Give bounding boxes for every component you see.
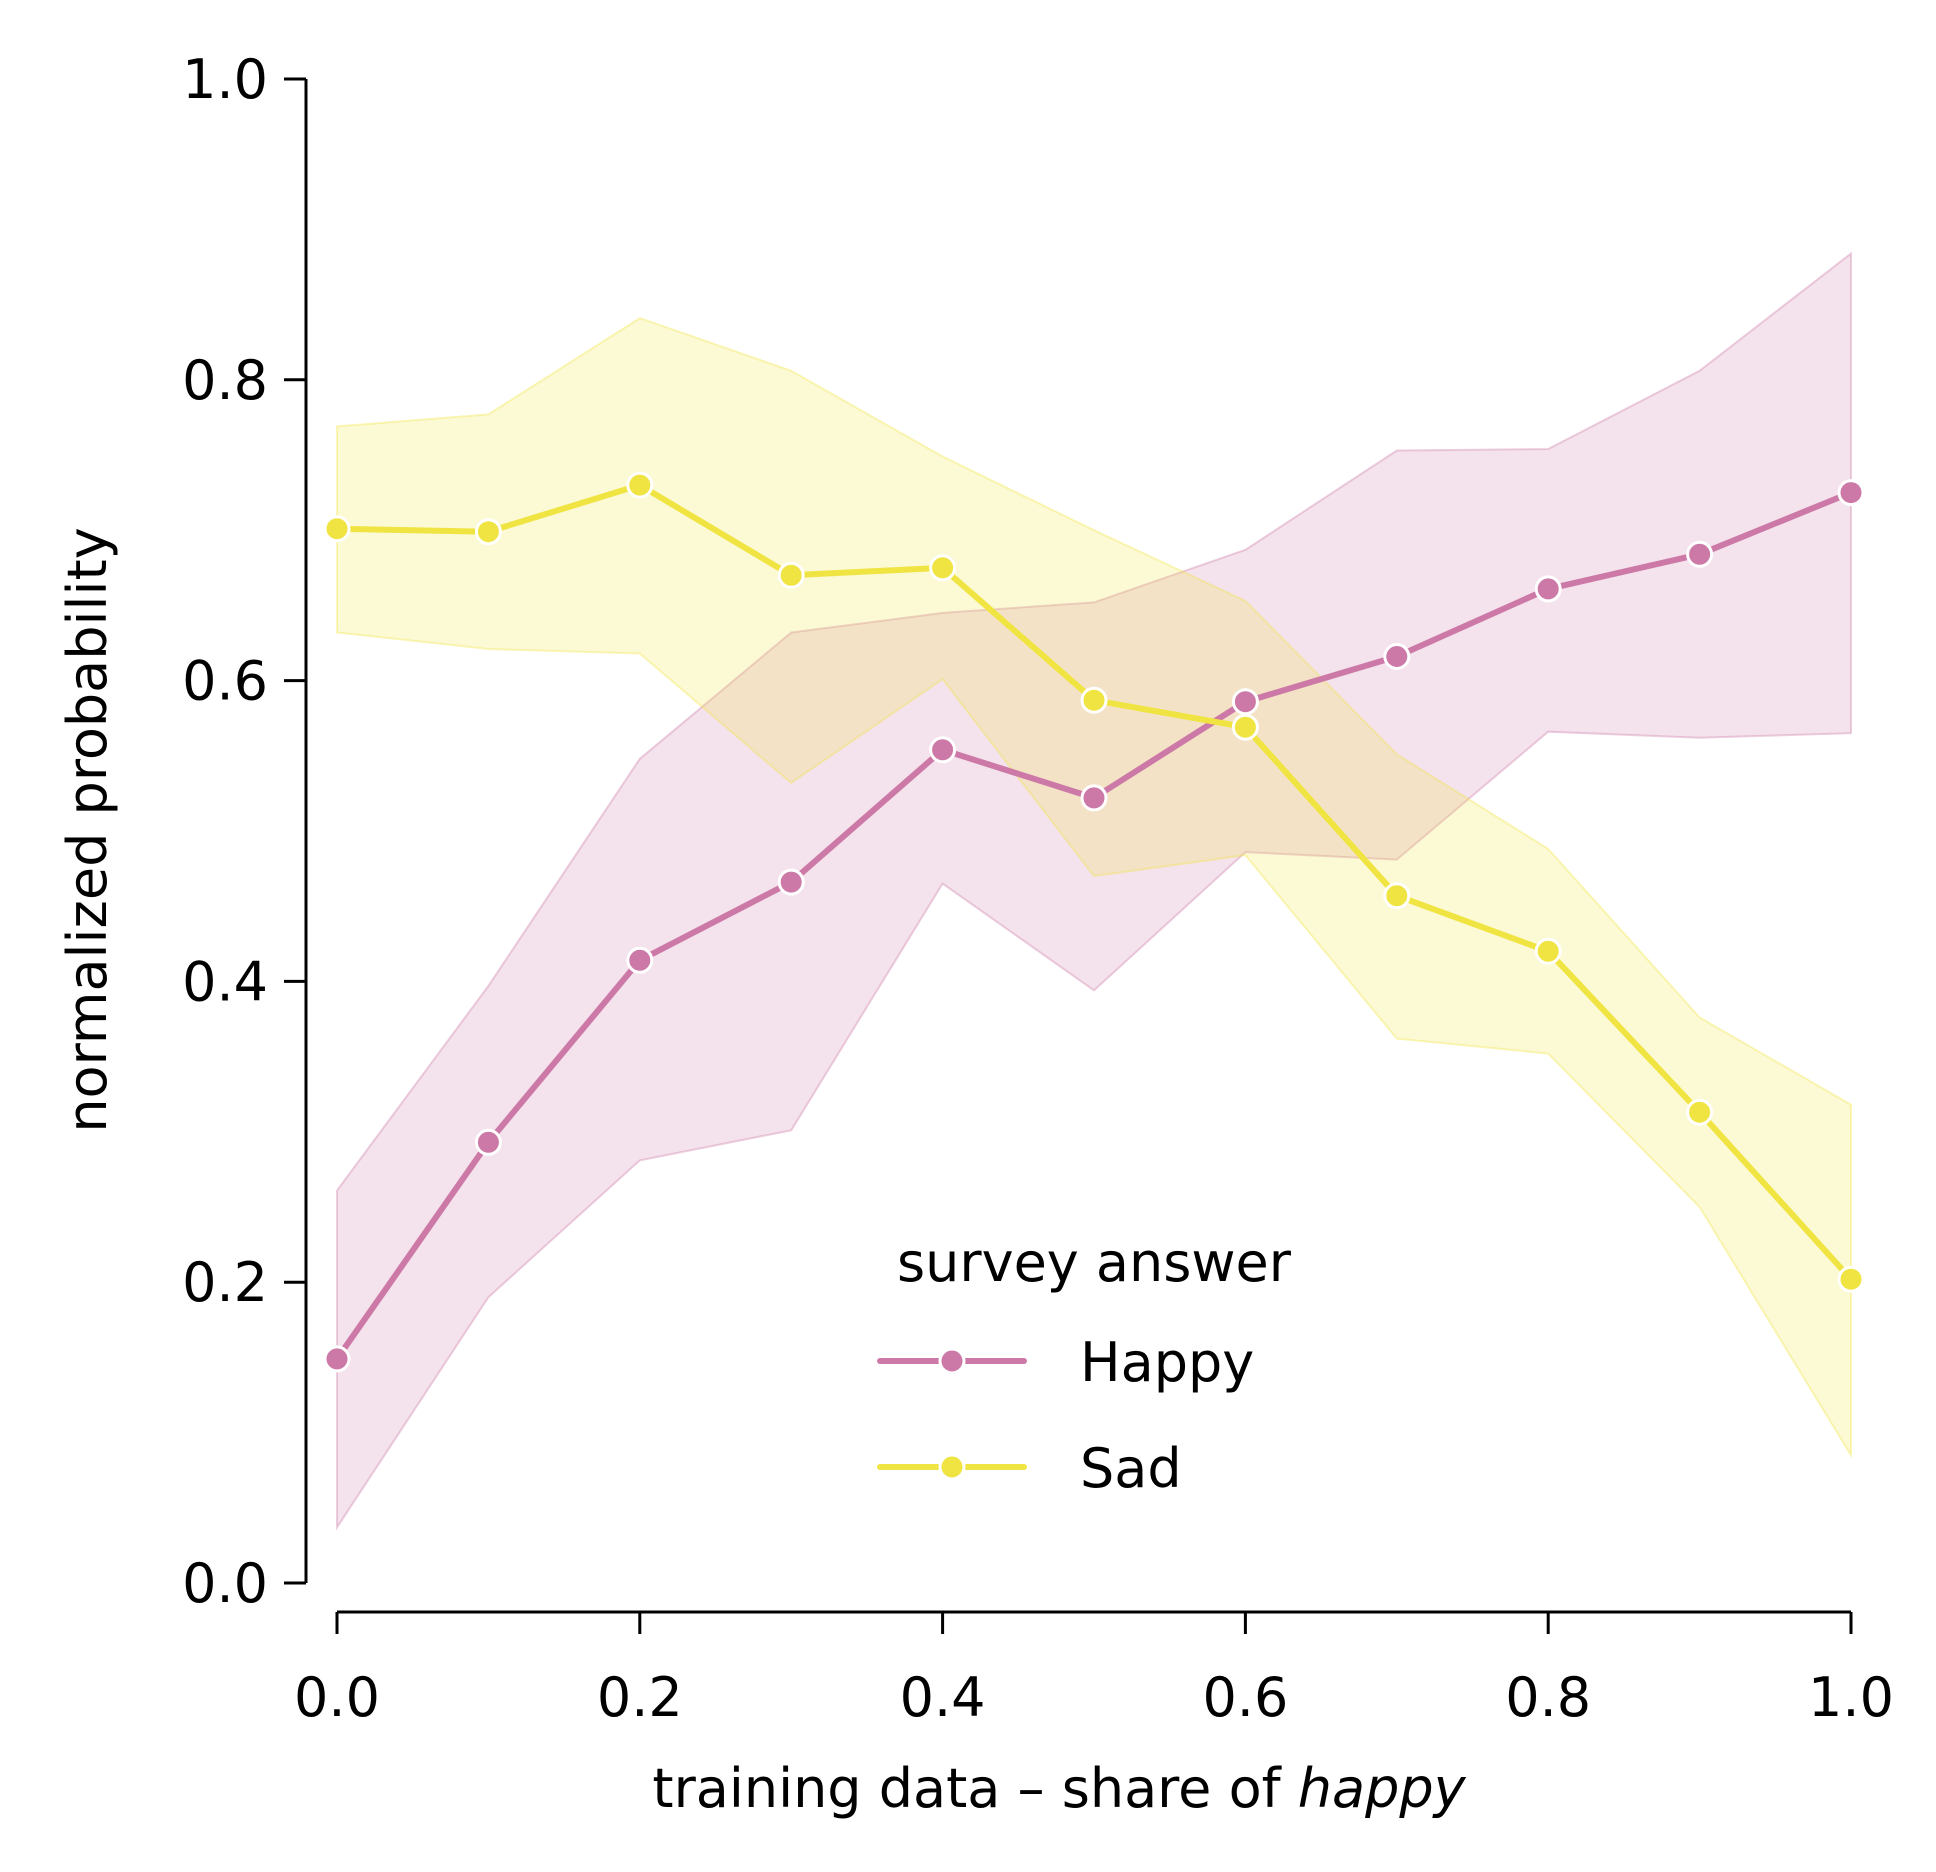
band-sad xyxy=(336,316,1852,1459)
band-happy xyxy=(336,251,1852,1531)
point-happy xyxy=(1231,688,1259,716)
x-axis-title: training data – share of happy xyxy=(652,1757,1466,1820)
series-points xyxy=(323,471,1865,1373)
legend-label-sad: Sad xyxy=(1080,1437,1182,1500)
y-tick-label: 0.0 xyxy=(182,1552,268,1615)
point-happy xyxy=(1686,540,1714,568)
legend: survey answer Happy Sad xyxy=(877,1231,1292,1500)
y-tick-label: 0.6 xyxy=(182,650,268,713)
legend-title: survey answer xyxy=(897,1231,1292,1294)
legend-entry-sad: Sad xyxy=(877,1437,1182,1500)
point-sad xyxy=(323,515,351,543)
point-sad xyxy=(1080,686,1108,714)
x-axis-title-italic: happy xyxy=(1298,1757,1467,1820)
legend-label-happy: Happy xyxy=(1080,1331,1254,1394)
x-tick-label: 0.2 xyxy=(597,1666,683,1729)
x-tick-label: 0.0 xyxy=(294,1666,380,1729)
point-happy xyxy=(626,946,654,974)
legend-marker-happy xyxy=(938,1347,966,1375)
confidence-bands xyxy=(336,251,1852,1531)
y-tick-label: 0.4 xyxy=(182,950,268,1013)
point-sad xyxy=(1534,937,1562,965)
y-ticks: 0.0 0.2 0.4 0.6 0.8 1.0 xyxy=(182,48,306,1615)
legend-entry-happy: Happy xyxy=(877,1331,1254,1394)
point-happy xyxy=(929,736,957,764)
point-sad xyxy=(929,554,957,582)
point-sad xyxy=(1231,713,1259,741)
point-happy xyxy=(1534,575,1562,603)
legend-entries: Happy Sad xyxy=(877,1331,1254,1500)
point-sad xyxy=(1383,882,1411,910)
point-happy xyxy=(323,1345,351,1373)
point-sad xyxy=(777,561,805,589)
point-happy xyxy=(777,868,805,896)
y-tick-label: 0.2 xyxy=(182,1251,268,1314)
y-axis-title: normalized probability xyxy=(56,527,119,1132)
x-tick-label: 0.4 xyxy=(900,1666,986,1729)
point-happy xyxy=(1080,784,1108,812)
point-sad xyxy=(626,471,654,499)
legend-marker-sad xyxy=(938,1453,966,1481)
x-tick-label: 0.6 xyxy=(1202,1666,1288,1729)
y-tick-label: 0.8 xyxy=(182,349,268,412)
point-sad xyxy=(474,518,502,546)
x-ticks: 0.0 0.2 0.4 0.6 0.8 1.0 xyxy=(294,1612,1894,1729)
point-happy xyxy=(1383,643,1411,670)
point-happy xyxy=(474,1128,502,1156)
y-tick-label: 1.0 xyxy=(182,48,268,111)
point-sad xyxy=(1686,1098,1714,1126)
x-tick-label: 1.0 xyxy=(1808,1666,1894,1729)
point-sad xyxy=(1837,1265,1865,1293)
point-happy xyxy=(1837,479,1865,507)
x-tick-label: 0.8 xyxy=(1505,1666,1591,1729)
x-axis-title-prefix: training data – share of xyxy=(652,1757,1297,1820)
